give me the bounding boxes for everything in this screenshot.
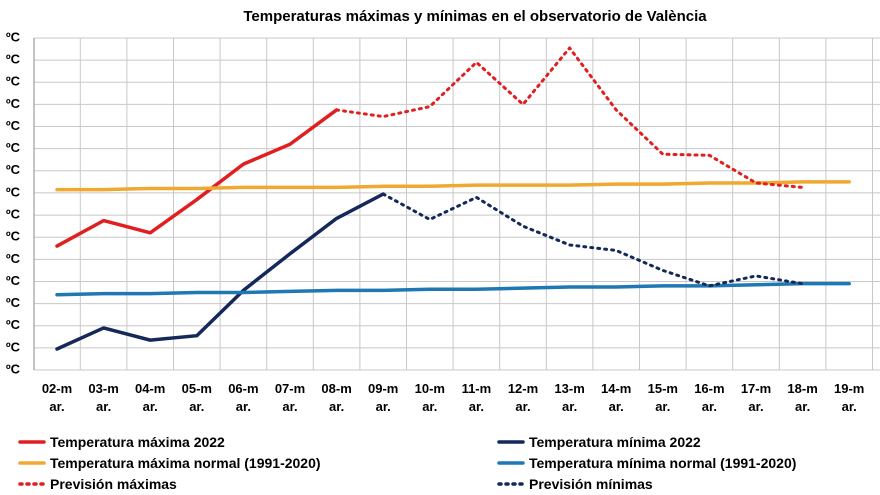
x-tick-label: 04-mar. bbox=[135, 381, 166, 414]
y-tick-label: ºC bbox=[6, 251, 21, 266]
y-tick-label: ºC bbox=[6, 295, 21, 310]
y-tick-label: ºC bbox=[6, 361, 21, 376]
legend-item: Temperatura máxima normal (1991-2020) bbox=[18, 454, 321, 472]
y-tick-label: ºC bbox=[6, 162, 21, 177]
series-line bbox=[55, 108, 339, 248]
x-tick-label: 18-mar. bbox=[787, 381, 818, 414]
y-tick-label: ºC bbox=[6, 229, 21, 244]
legend-swatch bbox=[497, 461, 525, 465]
legend-item: Previsión máximas bbox=[18, 475, 177, 493]
y-tick-label: ºC bbox=[6, 207, 21, 222]
x-tick-label: 10-mar. bbox=[414, 381, 445, 414]
legend-swatch bbox=[18, 482, 46, 486]
x-tick-label: 09-mar. bbox=[368, 381, 399, 414]
legend-item: Previsión mínimas bbox=[497, 475, 653, 493]
x-tick-label: 13-mar. bbox=[554, 381, 585, 414]
legend-label: Previsión máximas bbox=[50, 476, 177, 492]
legend-item: Temperatura máxima 2022 bbox=[18, 433, 225, 451]
y-tick-label: ºC bbox=[6, 118, 21, 133]
y-tick-label: ºC bbox=[6, 317, 21, 332]
x-tick-label: 05-mar. bbox=[181, 381, 212, 414]
legend-item: Temperatura mínima normal (1991-2020) bbox=[497, 454, 796, 472]
x-tick-label: 08-mar. bbox=[321, 381, 352, 414]
legend-label: Temperatura máxima normal (1991-2020) bbox=[50, 455, 321, 471]
x-tick-label: 07-mar. bbox=[274, 381, 306, 414]
x-tick-label: 19-mar. bbox=[834, 381, 865, 414]
x-tick-label: 17-mar. bbox=[740, 381, 772, 414]
legend-item: Temperatura mínima 2022 bbox=[497, 433, 701, 451]
y-tick-label: ºC bbox=[6, 96, 21, 111]
series-line bbox=[335, 46, 805, 189]
chart-title: Temperaturas máximas y mínimas en el obs… bbox=[243, 8, 707, 25]
legend-label: Temperatura mínima normal (1991-2020) bbox=[529, 455, 797, 471]
x-tick-label: 12-mar. bbox=[507, 381, 539, 414]
legend-label: Temperatura máxima 2022 bbox=[50, 434, 225, 450]
x-tick-label: 06-mar. bbox=[228, 381, 259, 414]
y-tick-label: ºC bbox=[6, 29, 21, 44]
series-line bbox=[55, 180, 851, 192]
legend-swatch bbox=[18, 461, 46, 465]
y-tick-label: ºC bbox=[6, 140, 21, 155]
y-tick-label: ºC bbox=[6, 339, 21, 354]
x-tick-label: 11-mar. bbox=[461, 381, 492, 414]
x-tick-label: 02-mar. bbox=[41, 381, 73, 414]
y-tick-label: ºC bbox=[6, 273, 21, 288]
legend-label: Temperatura mínima 2022 bbox=[529, 434, 701, 450]
y-tick-label: ºC bbox=[6, 74, 21, 89]
legend-swatch bbox=[497, 482, 525, 486]
series-line bbox=[381, 192, 805, 288]
x-tick-label: 14-mar. bbox=[601, 381, 632, 414]
legend-swatch bbox=[18, 440, 46, 444]
x-tick-label: 15-mar. bbox=[647, 381, 678, 414]
series-line bbox=[55, 192, 385, 351]
legend-label: Previsión mínimas bbox=[529, 476, 653, 492]
legend-swatch bbox=[497, 440, 525, 444]
x-tick-label: 03-mar. bbox=[88, 381, 119, 414]
y-tick-label: ºC bbox=[6, 52, 21, 67]
x-tick-label: 16-mar. bbox=[694, 381, 725, 414]
y-tick-label: ºC bbox=[6, 184, 21, 199]
